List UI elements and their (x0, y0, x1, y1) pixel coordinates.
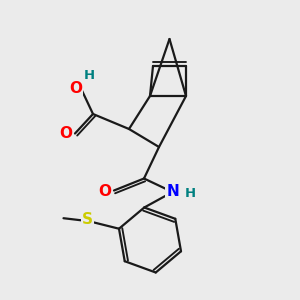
Text: O: O (98, 184, 112, 200)
Text: H: H (184, 187, 196, 200)
Text: O: O (69, 81, 82, 96)
Text: O: O (59, 126, 72, 141)
Text: S: S (82, 212, 93, 227)
Text: H: H (84, 69, 95, 82)
Text: N: N (166, 184, 179, 200)
